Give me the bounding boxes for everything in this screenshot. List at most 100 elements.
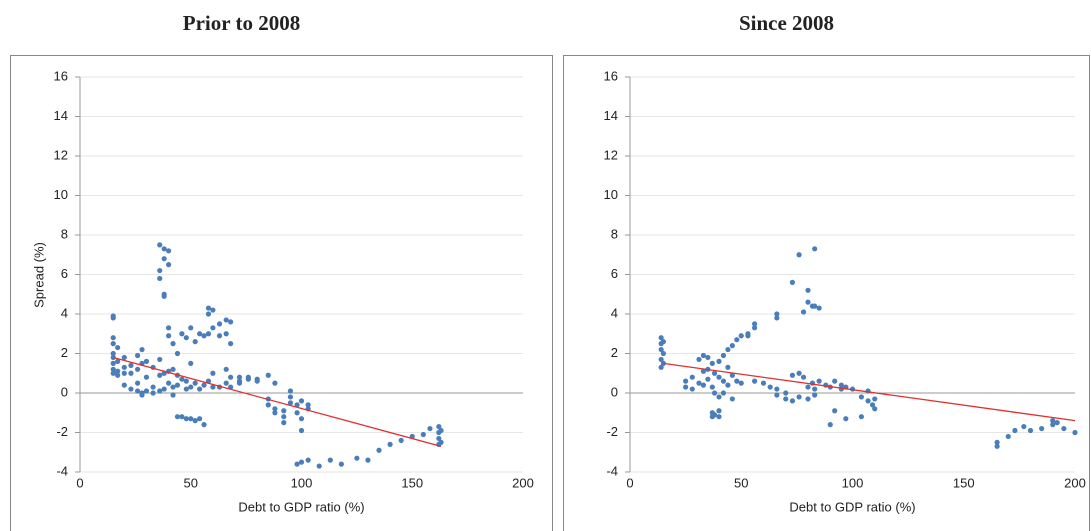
data-point [205,331,212,337]
data-point [228,319,234,325]
data-point [174,382,181,388]
data-point [816,378,822,384]
data-point [812,303,818,309]
data-point [115,358,121,364]
chart-title: Since 2008 [739,11,834,35]
data-point [774,386,780,392]
data-point [660,350,666,357]
data-point [157,388,163,394]
data-point [245,376,251,382]
data-point [716,374,722,380]
y-tick-label: 4 [61,305,68,320]
data-point [166,380,172,386]
data-point [800,374,807,380]
data-point [843,416,849,422]
data-point [115,368,121,374]
y-tick-label: 16 [604,68,618,83]
data-point [734,378,740,384]
data-point [134,366,141,372]
data-point [298,459,305,465]
data-point [201,422,207,428]
data-point [174,350,181,357]
data-point [1050,422,1056,428]
data-point [327,457,333,463]
y-tick-label: 10 [54,187,68,202]
data-point [812,386,818,392]
x-tick-label: 0 [626,475,633,490]
data-point [143,388,150,394]
data-point [1054,420,1060,426]
data-point [228,341,234,347]
data-point [354,455,360,461]
data-point [1021,423,1027,430]
data-point [711,412,718,418]
data-point [143,374,150,380]
data-point [281,408,287,414]
data-point [157,356,163,363]
data-point [658,335,664,341]
data-point [110,360,116,366]
data-point [166,262,172,268]
data-point [789,279,796,285]
data-point [216,321,223,327]
x-tick-label: 0 [76,475,83,490]
data-point [265,372,271,378]
data-point [729,396,735,402]
data-point [752,325,758,331]
data-point [738,333,744,339]
data-point [157,242,163,248]
data-point [192,380,198,386]
x-axis-label: Debt to GDP ratio (%) [789,499,915,514]
data-point [752,378,758,384]
data-point [796,394,802,400]
data-point [805,299,811,305]
data-point [170,392,176,398]
data-point [272,380,278,386]
y-tick-label: 12 [54,147,68,162]
y-tick-label: 6 [611,266,618,281]
y-tick-label: 2 [611,345,618,360]
data-point [121,364,127,370]
data-point [436,423,442,430]
data-point [254,378,260,384]
data-point [720,352,727,359]
data-point [281,414,287,420]
data-point [865,398,871,404]
data-point [711,370,718,376]
data-point [838,382,844,388]
data-point [210,307,216,313]
data-point [774,311,780,317]
data-point [110,335,116,341]
data-point [305,457,311,463]
trend-line [663,362,1076,422]
data-point [789,398,796,404]
data-point [110,350,116,357]
data-point [294,410,300,416]
data-point [783,390,789,396]
data-point [128,386,134,392]
data-point [170,384,176,390]
y-tick-label: 14 [604,108,618,123]
data-point [294,461,300,467]
y-tick-label: 10 [604,187,618,202]
y-tick-label: 12 [604,147,618,162]
data-point [201,382,207,388]
data-point [789,372,796,378]
data-point [1072,429,1078,436]
data-point [166,325,172,331]
data-point [287,400,294,406]
data-point [700,368,707,374]
panel-frame [563,55,1090,531]
y-tick-label: 2 [61,345,68,360]
data-point [711,390,718,396]
data-point [197,416,203,422]
data-point [420,431,426,438]
data-point [121,382,127,388]
data-point [700,382,707,388]
data-point [223,317,229,323]
data-point [696,356,702,363]
data-point [716,414,722,420]
x-tick-label: 100 [842,475,864,490]
x-tick-label: 150 [401,475,423,490]
data-point [157,267,163,274]
